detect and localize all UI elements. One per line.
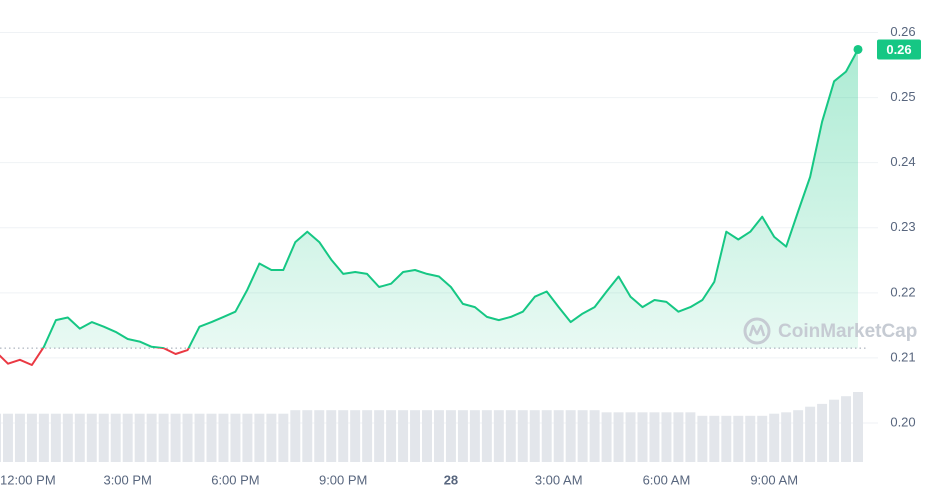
volume-bar — [410, 410, 421, 462]
volume-bar — [529, 410, 540, 462]
volume-bar — [793, 410, 804, 462]
volume-bar — [122, 413, 133, 462]
volume-bar — [218, 413, 229, 462]
volume-bar — [278, 413, 289, 462]
volume-bar — [338, 410, 349, 462]
volume-bar — [362, 410, 373, 462]
volume-bar — [194, 413, 205, 462]
volume-bar — [565, 410, 576, 462]
last-point — [853, 44, 863, 54]
volume-bar — [589, 410, 600, 462]
x-tick-label: 9:00 AM — [750, 472, 798, 487]
x-tick-label: 28 — [444, 472, 458, 487]
volume-bar — [206, 413, 217, 462]
volume-bar — [625, 412, 636, 462]
y-tick-label: 0.22 — [890, 284, 915, 299]
volume-bar — [805, 406, 816, 462]
volume-bar — [398, 410, 409, 462]
x-tick-label: 3:00 PM — [103, 472, 151, 487]
volume-bar — [505, 410, 516, 462]
volume-bar — [422, 410, 432, 462]
volume-bar — [721, 415, 732, 462]
volume-bar — [134, 413, 145, 462]
volume-bar — [457, 410, 468, 462]
volume-bar — [517, 410, 528, 462]
volume-bar — [290, 410, 301, 462]
volume-bar — [14, 413, 25, 462]
price-tag-label: 0.26 — [886, 42, 911, 57]
volume-bar — [769, 413, 780, 462]
volume-bar — [50, 413, 61, 462]
x-tick-label: 9:00 PM — [319, 472, 367, 487]
volume-bar — [254, 413, 265, 462]
x-tick-label: 12:00 PM — [0, 472, 56, 487]
volume-bar — [733, 415, 744, 462]
x-tick-label: 6:00 AM — [643, 472, 691, 487]
volume-bar — [350, 410, 361, 462]
volume-bar — [673, 412, 684, 462]
y-tick-label: 0.21 — [890, 349, 915, 364]
volume-bar — [841, 396, 852, 462]
volume-bar — [386, 410, 397, 462]
volume-bar — [230, 413, 241, 462]
watermark: CoinMarketCap — [743, 317, 917, 345]
volume-bar — [469, 410, 480, 462]
volume-bar — [74, 413, 85, 462]
volume-bar — [757, 415, 768, 462]
volume-bar — [26, 413, 37, 462]
volume-bar — [445, 410, 456, 462]
watermark-text: CoinMarketCap — [778, 321, 917, 342]
volume-bar — [553, 410, 564, 462]
volume-bar — [745, 415, 756, 462]
price-tag — [877, 39, 921, 60]
volume-bar — [182, 413, 193, 462]
y-tick-label: 0.25 — [890, 89, 915, 104]
volume-bar — [110, 413, 121, 462]
volume-bar — [98, 413, 109, 462]
y-tick-label: 0.26 — [890, 24, 915, 39]
volume-bar — [481, 410, 492, 462]
volume-bar — [146, 413, 157, 462]
volume-bar — [38, 413, 49, 462]
volume-bar — [577, 410, 588, 462]
volume-bar — [302, 410, 313, 462]
volume-bar — [242, 413, 253, 462]
volume-bar — [2, 413, 13, 462]
volume-bar — [637, 412, 648, 462]
volume-bar — [170, 413, 181, 462]
volume-bar — [266, 413, 277, 462]
y-tick-label: 0.20 — [890, 414, 915, 429]
price-line-up — [41, 49, 859, 349]
price-area — [43, 49, 858, 349]
volume-bar — [853, 392, 863, 462]
volume-bar — [817, 403, 828, 462]
volume-bar — [86, 413, 97, 462]
y-tick-label: 0.23 — [890, 219, 915, 234]
volume-bar — [781, 412, 792, 462]
volume-bar — [709, 415, 720, 462]
y-tick-label: 0.24 — [890, 154, 915, 169]
volume-bar — [158, 413, 169, 462]
volume-bar — [314, 410, 325, 462]
volume-bar — [493, 410, 504, 462]
volume-bar — [374, 410, 385, 462]
volume-bar — [433, 410, 444, 462]
volume-bar — [541, 410, 552, 462]
volume-bar — [613, 412, 624, 462]
volume-bar — [661, 412, 672, 462]
volume-bar — [649, 412, 660, 462]
x-tick-label: 6:00 PM — [211, 472, 259, 487]
volume-bar — [0, 413, 1, 462]
volume-bar — [62, 413, 73, 462]
volume-bar — [685, 412, 696, 462]
volume-bar — [601, 412, 612, 462]
volume-bar — [326, 410, 337, 462]
volume-bar — [829, 399, 840, 462]
x-tick-label: 3:00 AM — [535, 472, 583, 487]
volume-bar — [697, 415, 708, 462]
